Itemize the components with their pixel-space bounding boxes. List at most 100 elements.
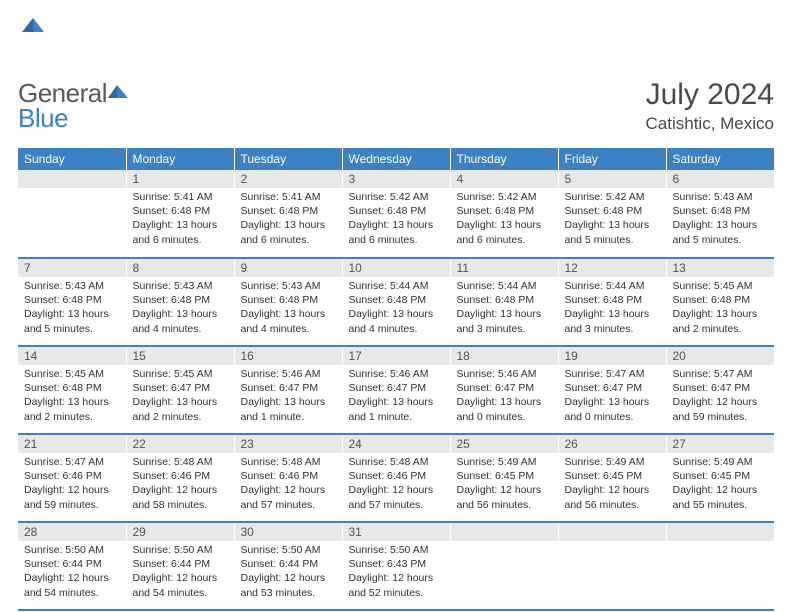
- day-content: [559, 541, 666, 601]
- daylight-text: Daylight: 13 hours and 4 minutes.: [133, 307, 228, 335]
- day-content: Sunrise: 5:49 AMSunset: 6:45 PMDaylight:…: [667, 453, 775, 516]
- day-number: 1: [127, 170, 234, 188]
- day-number: 16: [235, 347, 342, 365]
- sunrise-text: Sunrise: 5:43 AM: [133, 279, 228, 293]
- logo: GeneralBlue: [18, 78, 128, 134]
- day-number: 6: [667, 170, 775, 188]
- daylight-text: Daylight: 13 hours and 6 minutes.: [349, 218, 444, 246]
- day-number: 19: [559, 347, 666, 365]
- logo-triangle-icon: [22, 14, 44, 37]
- sunset-text: Sunset: 6:48 PM: [673, 293, 769, 307]
- daylight-text: Daylight: 13 hours and 2 minutes.: [24, 395, 120, 423]
- calendar-week-row: 7Sunrise: 5:43 AMSunset: 6:48 PMDaylight…: [18, 258, 774, 346]
- day-number: 4: [451, 170, 558, 188]
- daylight-text: Daylight: 13 hours and 1 minute.: [241, 395, 336, 423]
- daylight-text: Daylight: 13 hours and 6 minutes.: [457, 218, 552, 246]
- day-number: [451, 523, 558, 541]
- sunrise-text: Sunrise: 5:46 AM: [241, 367, 336, 381]
- sunrise-text: Sunrise: 5:48 AM: [133, 455, 228, 469]
- day-number: 15: [127, 347, 234, 365]
- day-number: 22: [127, 435, 234, 453]
- daylight-text: Daylight: 12 hours and 59 minutes.: [673, 395, 769, 423]
- sunrise-text: Sunrise: 5:49 AM: [673, 455, 769, 469]
- calendar-cell-empty: [666, 522, 774, 610]
- day-content: Sunrise: 5:49 AMSunset: 6:45 PMDaylight:…: [559, 453, 666, 516]
- day-content: Sunrise: 5:48 AMSunset: 6:46 PMDaylight:…: [235, 453, 342, 516]
- day-number: 31: [343, 523, 450, 541]
- calendar-week-row: 21Sunrise: 5:47 AMSunset: 6:46 PMDayligh…: [18, 434, 774, 522]
- day-number: 30: [235, 523, 342, 541]
- logo: [18, 18, 46, 37]
- sunrise-text: Sunrise: 5:48 AM: [241, 455, 336, 469]
- calendar-cell: 20Sunrise: 5:47 AMSunset: 6:47 PMDayligh…: [666, 346, 774, 434]
- sunrise-text: Sunrise: 5:41 AM: [133, 190, 228, 204]
- day-number: [559, 523, 666, 541]
- day-content: Sunrise: 5:48 AMSunset: 6:46 PMDaylight:…: [127, 453, 234, 516]
- day-content: Sunrise: 5:47 AMSunset: 6:46 PMDaylight:…: [18, 453, 126, 516]
- calendar-cell: 5Sunrise: 5:42 AMSunset: 6:48 PMDaylight…: [558, 170, 666, 258]
- sunset-text: Sunset: 6:48 PM: [673, 204, 769, 218]
- day-number: 18: [451, 347, 558, 365]
- day-content: Sunrise: 5:44 AMSunset: 6:48 PMDaylight:…: [451, 277, 558, 340]
- sunset-text: Sunset: 6:47 PM: [241, 381, 336, 395]
- daylight-text: Daylight: 12 hours and 57 minutes.: [349, 483, 444, 511]
- calendar-page: General: [0, 0, 792, 42]
- calendar-cell: 12Sunrise: 5:44 AMSunset: 6:48 PMDayligh…: [558, 258, 666, 346]
- sunset-text: Sunset: 6:48 PM: [565, 204, 660, 218]
- calendar-cell-empty: [450, 522, 558, 610]
- logo-triangle-icon: [108, 82, 128, 103]
- month-title: July 2024: [646, 78, 774, 112]
- day-content: Sunrise: 5:41 AMSunset: 6:48 PMDaylight:…: [235, 188, 342, 251]
- calendar-cell: 8Sunrise: 5:43 AMSunset: 6:48 PMDaylight…: [126, 258, 234, 346]
- sunset-text: Sunset: 6:48 PM: [24, 381, 120, 395]
- day-number: 11: [451, 259, 558, 277]
- sunset-text: Sunset: 6:45 PM: [457, 469, 552, 483]
- calendar-cell: 9Sunrise: 5:43 AMSunset: 6:48 PMDaylight…: [234, 258, 342, 346]
- day-number: 28: [18, 523, 126, 541]
- day-content: Sunrise: 5:45 AMSunset: 6:47 PMDaylight:…: [127, 365, 234, 428]
- sunset-text: Sunset: 6:48 PM: [241, 204, 336, 218]
- weekday-header: Monday: [126, 148, 234, 170]
- daylight-text: Daylight: 13 hours and 0 minutes.: [565, 395, 660, 423]
- day-content: Sunrise: 5:46 AMSunset: 6:47 PMDaylight:…: [343, 365, 450, 428]
- day-content: Sunrise: 5:50 AMSunset: 6:43 PMDaylight:…: [343, 541, 450, 604]
- daylight-text: Daylight: 13 hours and 5 minutes.: [673, 218, 769, 246]
- calendar-cell-empty: [18, 170, 126, 258]
- day-content: Sunrise: 5:42 AMSunset: 6:48 PMDaylight:…: [559, 188, 666, 251]
- day-number: 13: [667, 259, 775, 277]
- weekday-header: Wednesday: [342, 148, 450, 170]
- weekday-header: Sunday: [18, 148, 126, 170]
- calendar-cell: 29Sunrise: 5:50 AMSunset: 6:44 PMDayligh…: [126, 522, 234, 610]
- sunset-text: Sunset: 6:46 PM: [349, 469, 444, 483]
- day-number: 5: [559, 170, 666, 188]
- sunrise-text: Sunrise: 5:43 AM: [241, 279, 336, 293]
- sunrise-text: Sunrise: 5:43 AM: [24, 279, 120, 293]
- daylight-text: Daylight: 13 hours and 4 minutes.: [349, 307, 444, 335]
- sunset-text: Sunset: 6:47 PM: [457, 381, 552, 395]
- day-content: Sunrise: 5:43 AMSunset: 6:48 PMDaylight:…: [235, 277, 342, 340]
- sunrise-text: Sunrise: 5:49 AM: [457, 455, 552, 469]
- weekday-header: Thursday: [450, 148, 558, 170]
- day-number: 25: [451, 435, 558, 453]
- calendar-cell: 2Sunrise: 5:41 AMSunset: 6:48 PMDaylight…: [234, 170, 342, 258]
- calendar-cell: 15Sunrise: 5:45 AMSunset: 6:47 PMDayligh…: [126, 346, 234, 434]
- sunset-text: Sunset: 6:48 PM: [133, 204, 228, 218]
- daylight-text: Daylight: 12 hours and 56 minutes.: [457, 483, 552, 511]
- calendar-cell: 25 Sunrise: 5:49 AMSunset: 6:45 PMDayligh…: [450, 434, 558, 522]
- calendar-week-row: 1Sunrise: 5:41 AMSunset: 6:48 PMDaylight…: [18, 170, 774, 258]
- day-content: Sunrise: 5:42 AMSunset: 6:48 PMDaylight:…: [343, 188, 450, 251]
- calendar-cell: 11Sunrise: 5:44 AMSunset: 6:48 PMDayligh…: [450, 258, 558, 346]
- day-content: Sunrise: 5:50 AMSunset: 6:44 PMDaylight:…: [18, 541, 126, 604]
- day-content: Sunrise: 5:50 AMSunset: 6:44 PMDaylight:…: [127, 541, 234, 604]
- day-number: 7: [18, 259, 126, 277]
- sunset-text: Sunset: 6:47 PM: [565, 381, 660, 395]
- calendar-cell: 22Sunrise: 5:48 AMSunset: 6:46 PMDayligh…: [126, 434, 234, 522]
- weekday-header: Tuesday: [234, 148, 342, 170]
- daylight-text: Daylight: 12 hours and 56 minutes.: [565, 483, 660, 511]
- day-number: 24: [343, 435, 450, 453]
- daylight-text: Daylight: 13 hours and 6 minutes.: [133, 218, 228, 246]
- sunrise-text: Sunrise: 5:46 AM: [457, 367, 552, 381]
- calendar-cell: 26Sunrise: 5:49 AMSunset: 6:45 PMDayligh…: [558, 434, 666, 522]
- sunrise-text: Sunrise: 5:45 AM: [24, 367, 120, 381]
- sunset-text: Sunset: 6:45 PM: [565, 469, 660, 483]
